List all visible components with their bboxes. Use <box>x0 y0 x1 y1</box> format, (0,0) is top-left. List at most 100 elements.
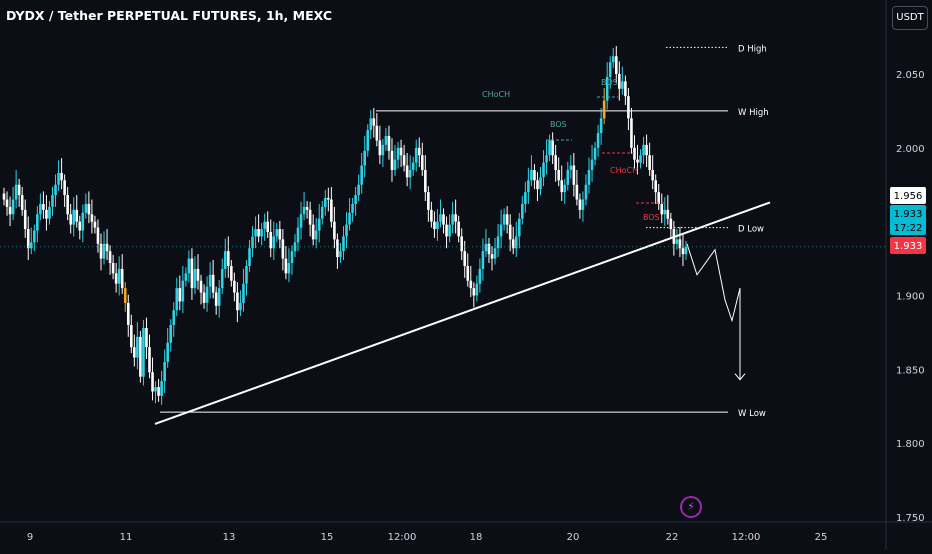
last-price-tag <box>890 237 926 254</box>
candle-body <box>78 221 82 231</box>
candle-body <box>369 118 373 131</box>
candle-body <box>333 221 336 240</box>
projection-layer[interactable] <box>686 243 746 381</box>
candle-body <box>181 280 185 302</box>
time-tick-label: 18 <box>470 532 483 543</box>
candle-body <box>160 381 163 396</box>
candle-body <box>408 169 412 178</box>
candle-body <box>545 155 548 163</box>
candle-body <box>29 242 33 249</box>
candle-body <box>287 263 291 274</box>
time-tick-label: 9 <box>27 532 33 543</box>
candle-body <box>54 184 57 196</box>
candle-body <box>639 155 642 163</box>
candle-body <box>105 243 109 252</box>
candle-body <box>305 206 309 210</box>
candle-body <box>196 268 200 281</box>
candle-body <box>123 288 127 303</box>
candle-body <box>424 169 427 193</box>
candle-body <box>678 239 682 249</box>
candle-body <box>248 248 251 266</box>
candle-body <box>584 184 588 200</box>
projection-arrowhead <box>734 373 746 381</box>
candle-body <box>621 81 624 89</box>
candle-body <box>569 165 573 170</box>
candle-body <box>148 347 151 373</box>
candle-body <box>669 218 673 230</box>
candle-body <box>202 292 206 303</box>
candle-body <box>684 246 688 255</box>
candle-body <box>342 236 345 252</box>
candle-body <box>608 62 612 77</box>
candle-body <box>414 147 418 163</box>
candle-body <box>69 214 72 225</box>
candle-body <box>560 180 564 193</box>
price-tick-label: 2.050 <box>896 70 925 81</box>
candles-layer <box>2 45 688 405</box>
level-label: D Low <box>738 225 764 235</box>
candle-body <box>430 209 433 222</box>
candle-body <box>572 165 576 185</box>
price-tick-label: 1.900 <box>896 292 925 303</box>
candle-body <box>602 100 606 119</box>
candle-body <box>521 203 524 219</box>
candle-body <box>469 280 473 289</box>
candle-body <box>339 251 342 258</box>
candle-body <box>348 212 351 225</box>
lightning-icon[interactable]: ⚡ <box>680 496 702 518</box>
candle-body <box>417 147 421 156</box>
candle-body <box>260 229 263 237</box>
candle-body <box>99 243 103 259</box>
candle-body <box>554 155 557 170</box>
candle-body <box>87 203 91 215</box>
candle-body <box>145 327 148 348</box>
candle-body <box>211 274 215 293</box>
candle-body <box>284 258 288 274</box>
candle-body <box>457 221 460 237</box>
candle-body <box>596 133 600 148</box>
candle-body <box>593 147 597 160</box>
candle-body <box>354 195 357 204</box>
candle-body <box>360 165 363 185</box>
time-tick-label: 20 <box>567 532 580 543</box>
time-tick-label: 13 <box>223 532 236 543</box>
candle-body <box>645 144 648 156</box>
candle-body <box>60 172 63 181</box>
choch-label: CHoCH <box>482 90 510 99</box>
candle-body <box>187 258 191 274</box>
candle-body <box>317 218 321 231</box>
candle-body <box>205 286 209 303</box>
bos-label: BOS <box>550 120 567 129</box>
candle-body <box>17 184 21 196</box>
candle-body <box>433 221 436 230</box>
candle-body <box>648 155 651 170</box>
candle-body <box>72 209 76 225</box>
candle-body <box>472 288 476 296</box>
candle-body <box>524 192 527 204</box>
candle-body <box>448 224 451 237</box>
trendline-layer[interactable] <box>154 201 771 425</box>
candle-body <box>251 236 254 249</box>
candle-body <box>427 192 430 210</box>
candle-body <box>236 292 239 311</box>
candle-body <box>633 147 636 160</box>
candle-body <box>336 239 339 258</box>
candle-body <box>618 74 621 89</box>
candle-body <box>199 280 203 293</box>
candle-body <box>114 273 118 284</box>
candle-body <box>402 155 406 166</box>
candle-body <box>223 251 227 269</box>
candle-body <box>551 140 554 156</box>
candle-body <box>14 184 18 200</box>
candle-body <box>254 229 257 237</box>
candle-body <box>390 150 394 170</box>
currency-button[interactable]: USDT <box>892 6 928 30</box>
candle-body <box>314 230 318 240</box>
price-tick-label: 2.000 <box>896 144 925 155</box>
candle-body <box>45 209 48 219</box>
time-axis[interactable]: 9 11 13 15 12:00 18 20 22 12:00 25 <box>27 532 828 543</box>
candle-body <box>130 325 133 348</box>
